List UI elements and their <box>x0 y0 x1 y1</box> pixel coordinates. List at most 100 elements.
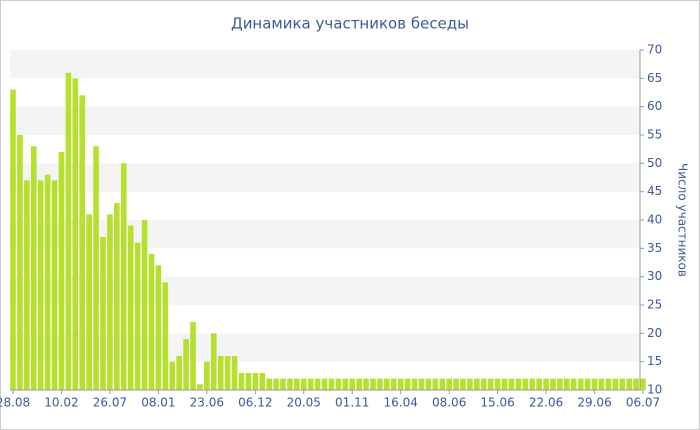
bar <box>134 242 141 390</box>
bar <box>259 373 266 390</box>
bar <box>100 237 106 390</box>
bar <box>598 378 605 390</box>
x-tick-label: 15.06 <box>480 396 514 410</box>
bar <box>107 214 113 390</box>
bar <box>314 378 321 390</box>
grid-band <box>10 163 640 192</box>
bar <box>65 72 72 391</box>
bar <box>363 378 369 390</box>
y-tick-label: 70 <box>647 43 662 57</box>
bar <box>30 146 37 390</box>
x-tick-label: 16.04 <box>384 396 418 410</box>
bar <box>224 356 231 390</box>
bar <box>294 378 300 390</box>
bar <box>141 220 148 390</box>
x-tick-label: 29.06 <box>577 396 611 410</box>
x-tick-label: 20.05 <box>287 396 321 410</box>
y-tick-label: 20 <box>647 326 662 340</box>
bar <box>183 339 189 390</box>
bar <box>176 356 182 390</box>
grid-band <box>10 106 640 135</box>
bar <box>86 214 92 390</box>
x-tick-label: 08.06 <box>432 396 466 410</box>
bar <box>321 378 328 390</box>
bar <box>633 378 639 390</box>
bar <box>557 378 563 390</box>
bar <box>480 378 487 390</box>
bar <box>390 378 397 390</box>
x-tick-label: 26.07 <box>93 396 127 410</box>
bar <box>335 378 342 390</box>
bar <box>72 78 79 390</box>
bar <box>58 152 65 390</box>
bar <box>204 361 210 390</box>
bar <box>529 378 536 390</box>
bar <box>619 378 626 390</box>
bar <box>460 378 466 390</box>
y-axis-label: Число участников <box>676 163 690 277</box>
y-tick-label: 45 <box>647 184 662 198</box>
bar <box>44 174 51 390</box>
bar <box>252 373 259 390</box>
bar <box>197 384 203 390</box>
bar <box>397 378 404 390</box>
bar <box>522 378 529 390</box>
bar <box>266 378 272 390</box>
bar <box>245 373 252 390</box>
x-tick-label: 28.08 <box>0 396 30 410</box>
y-tick-label: 10 <box>647 383 662 397</box>
x-tick-label: 06.12 <box>238 396 272 410</box>
y-tick-label: 30 <box>647 269 662 283</box>
y-tick-label: 15 <box>647 354 662 368</box>
bar <box>605 378 612 390</box>
bar <box>577 378 584 390</box>
bar <box>287 378 293 390</box>
bar <box>425 378 432 390</box>
bar <box>17 135 23 390</box>
bar <box>93 146 99 390</box>
bar <box>536 378 542 390</box>
bar <box>640 378 646 390</box>
bar <box>432 378 439 390</box>
bar <box>543 378 549 390</box>
bar <box>418 378 425 390</box>
bar <box>148 254 155 390</box>
bar <box>501 378 508 390</box>
x-tick-label: 01.11 <box>335 396 369 410</box>
bar <box>584 378 591 390</box>
bar <box>169 361 176 390</box>
y-tick-label: 50 <box>647 156 662 170</box>
bar <box>231 356 238 390</box>
bar <box>515 378 522 390</box>
bar <box>307 378 314 390</box>
bar <box>356 378 362 390</box>
bar <box>24 180 30 390</box>
bar <box>155 265 162 390</box>
x-tick-label: 08.01 <box>141 396 175 410</box>
bar <box>487 378 494 390</box>
bar <box>370 378 376 390</box>
bar <box>217 356 224 390</box>
grid-band <box>10 50 640 79</box>
bar <box>51 180 58 390</box>
bar <box>474 378 480 390</box>
bar <box>508 378 515 390</box>
bar <box>120 163 127 390</box>
bar <box>10 89 16 391</box>
bar <box>612 378 619 390</box>
y-tick-label: 65 <box>647 71 662 85</box>
bar <box>377 378 383 390</box>
bar <box>446 378 452 390</box>
bar <box>349 378 356 390</box>
bar <box>591 378 598 390</box>
bar <box>467 378 473 390</box>
x-tick-label: 23.06 <box>190 396 224 410</box>
bar <box>439 378 446 390</box>
bar <box>342 378 349 390</box>
bar <box>494 378 501 390</box>
y-tick-label: 40 <box>647 213 662 227</box>
bar <box>37 180 44 390</box>
y-tick-label: 60 <box>647 99 662 113</box>
bar <box>384 378 390 390</box>
